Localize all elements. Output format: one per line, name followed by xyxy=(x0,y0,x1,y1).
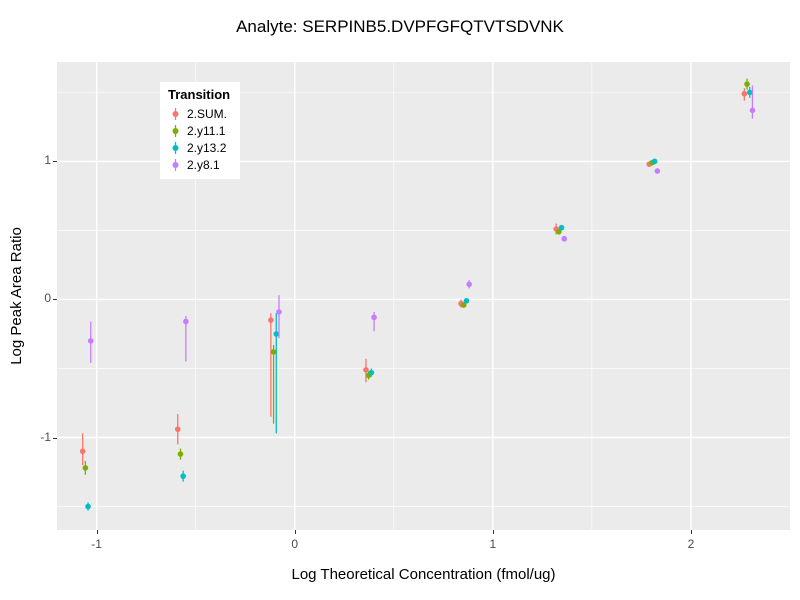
data-point xyxy=(749,107,756,114)
data-point xyxy=(183,318,189,325)
x-tick-mark xyxy=(690,530,692,534)
pointrange-icon xyxy=(172,124,179,137)
legend: Transition 2.SUM. 2.y11.1 2.y13.2 2.y8.1 xyxy=(160,82,241,179)
legend-items: 2.SUM. 2.y11.1 2.y13.2 2.y8.1 xyxy=(168,105,230,173)
data-point xyxy=(82,465,89,471)
pointrange-icon xyxy=(172,141,179,154)
pointrange-icon xyxy=(172,107,179,120)
y-tick-mark xyxy=(53,437,57,439)
data-point xyxy=(741,90,748,97)
y-tick-mark xyxy=(53,299,57,301)
data-point xyxy=(180,473,186,479)
data-point xyxy=(79,448,86,455)
x-tick-mark xyxy=(96,530,98,534)
plot-area xyxy=(57,62,790,530)
plot-panel: Transition 2.SUM. 2.y11.1 2.y13.2 2.y8.1 xyxy=(57,62,790,530)
data-point xyxy=(273,331,280,337)
y-tick-label: 1 xyxy=(44,153,51,168)
legend-item: 2.y13.2 xyxy=(168,139,230,156)
data-point xyxy=(561,235,568,242)
y-tick-mark xyxy=(53,161,57,163)
data-point xyxy=(363,367,369,373)
legend-item-label: 2.SUM. xyxy=(187,106,228,121)
data-point xyxy=(368,369,375,376)
data-point xyxy=(744,81,750,87)
x-tick-label: -1 xyxy=(91,537,102,551)
data-point xyxy=(466,281,472,288)
data-point xyxy=(651,158,658,165)
legend-title: Transition xyxy=(168,87,231,102)
x-axis-label: Log Theoretical Concentration (fmol/ug) xyxy=(291,566,556,583)
data-point xyxy=(371,314,377,321)
data-point xyxy=(268,317,274,323)
pointrange-icon xyxy=(172,158,179,171)
x-tick-label: 2 xyxy=(687,537,695,551)
data-point xyxy=(558,224,565,231)
data-point xyxy=(746,89,753,96)
x-tick-mark xyxy=(492,530,494,534)
legend-item-label: 2.y13.2 xyxy=(187,140,227,155)
x-tick-label: 0 xyxy=(291,537,299,551)
data-point xyxy=(463,298,470,304)
data-point xyxy=(174,426,181,433)
y-tick-label: 0 xyxy=(44,291,51,306)
data-point xyxy=(85,503,91,510)
legend-item-label: 2.y11.1 xyxy=(187,123,226,138)
x-tick-mark xyxy=(294,530,296,534)
data-point xyxy=(177,451,184,457)
data-point xyxy=(654,168,661,174)
data-point xyxy=(556,229,562,235)
y-tick-label: -1 xyxy=(40,429,51,444)
data-point xyxy=(276,309,282,315)
legend-item-label: 2.y8.1 xyxy=(187,157,220,172)
legend-item: 2.SUM. xyxy=(168,105,230,122)
data-point xyxy=(460,302,467,308)
chart-title: Analyte: SERPINB5.DVPFGFQTVTSDVNK xyxy=(236,17,564,36)
data-point xyxy=(87,338,94,344)
x-tick-label: 1 xyxy=(489,537,497,551)
legend-item: 2.y8.1 xyxy=(168,156,230,173)
legend-item: 2.y11.1 xyxy=(168,122,230,139)
data-point xyxy=(270,349,277,355)
